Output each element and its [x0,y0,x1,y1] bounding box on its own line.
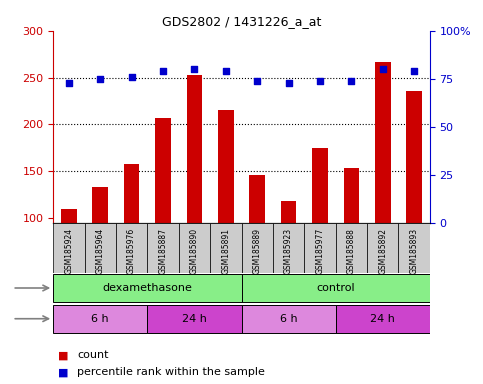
FancyBboxPatch shape [85,223,116,273]
FancyBboxPatch shape [242,305,336,333]
FancyBboxPatch shape [53,305,147,333]
FancyBboxPatch shape [242,274,430,302]
Text: control: control [316,283,355,293]
Text: GSM185889: GSM185889 [253,228,262,274]
FancyBboxPatch shape [147,223,179,273]
Bar [218,110,234,312]
Point [316,78,324,84]
Text: dexamethasone: dexamethasone [102,283,192,293]
Point [65,79,73,86]
Bar [281,201,297,312]
FancyBboxPatch shape [242,223,273,273]
Text: GSM185977: GSM185977 [315,228,325,274]
Text: count: count [77,350,109,360]
Bar [155,118,171,312]
Text: 6 h: 6 h [280,314,298,324]
Bar [343,169,359,312]
Title: GDS2802 / 1431226_a_at: GDS2802 / 1431226_a_at [162,15,321,28]
Point [97,76,104,82]
Point [222,68,230,74]
Text: GSM185890: GSM185890 [190,228,199,274]
Point [285,79,293,86]
Point [411,68,418,74]
Text: ■: ■ [58,350,69,360]
Point [191,66,199,72]
Bar [312,148,328,312]
FancyBboxPatch shape [336,223,367,273]
Bar [406,91,422,312]
Bar [61,209,77,312]
Text: ■: ■ [58,367,69,377]
Point [253,78,261,84]
Text: GSM185888: GSM185888 [347,228,356,273]
Bar [92,187,108,312]
Point [348,78,355,84]
FancyBboxPatch shape [273,223,304,273]
Bar [124,164,140,312]
Text: GSM185887: GSM185887 [158,228,168,274]
Point [379,66,387,72]
Text: GSM185923: GSM185923 [284,228,293,274]
Text: GSM185924: GSM185924 [64,228,73,274]
Text: GSM185964: GSM185964 [96,228,105,274]
FancyBboxPatch shape [116,223,147,273]
Text: 24 h: 24 h [370,314,395,324]
FancyBboxPatch shape [147,305,242,333]
Text: 6 h: 6 h [91,314,109,324]
FancyBboxPatch shape [210,223,242,273]
Text: percentile rank within the sample: percentile rank within the sample [77,367,265,377]
Bar [186,75,202,312]
Text: GSM185892: GSM185892 [378,228,387,274]
FancyBboxPatch shape [53,274,242,302]
FancyBboxPatch shape [398,223,430,273]
Text: GSM185893: GSM185893 [410,228,419,274]
FancyBboxPatch shape [53,223,85,273]
FancyBboxPatch shape [367,223,398,273]
Point [159,68,167,74]
Text: 24 h: 24 h [182,314,207,324]
Text: GSM185891: GSM185891 [221,228,230,274]
FancyBboxPatch shape [336,305,430,333]
Bar [249,175,265,312]
FancyBboxPatch shape [179,223,210,273]
Text: GSM185976: GSM185976 [127,228,136,274]
Point [128,74,135,80]
FancyBboxPatch shape [304,223,336,273]
Bar [375,61,391,312]
